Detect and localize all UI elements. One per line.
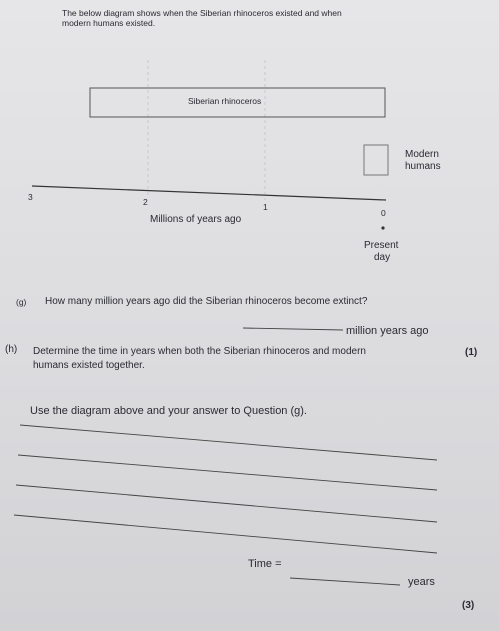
marks: (1) bbox=[465, 347, 478, 358]
rhino-label: Siberian rhinoceros bbox=[188, 96, 262, 106]
rhino-box bbox=[89, 87, 386, 118]
axis-label: 3 bbox=[28, 192, 33, 202]
question-number: (g) bbox=[16, 297, 27, 307]
instruction: Use the diagram above and your answer to… bbox=[30, 405, 307, 417]
axis-label: 0 bbox=[381, 208, 386, 218]
humans-label: humans bbox=[405, 161, 441, 172]
axis-label: 2 bbox=[143, 197, 148, 207]
humans-box bbox=[363, 144, 389, 176]
axis-label: 1 bbox=[263, 202, 268, 212]
intro-line: modern humans existed. bbox=[62, 18, 156, 28]
intro-line: The below diagram shows when the Siberia… bbox=[62, 8, 342, 18]
time-axis bbox=[31, 185, 387, 201]
answer-unit: million years ago bbox=[346, 325, 429, 337]
humans-label: Modern bbox=[405, 149, 439, 160]
question-text: Determine the time in years when both th… bbox=[33, 346, 366, 357]
question-text: humans existed together. bbox=[33, 360, 145, 371]
answer-prefix: Time = bbox=[248, 558, 282, 570]
present-label: day bbox=[374, 252, 391, 263]
marks: (3) bbox=[462, 600, 475, 611]
axis-title: Millions of years ago bbox=[150, 214, 242, 225]
present-label: Present bbox=[364, 240, 399, 251]
question-text: How many million years ago did the Siber… bbox=[45, 296, 368, 307]
answer-unit: years bbox=[408, 576, 435, 588]
question-number: (h) bbox=[5, 344, 18, 355]
